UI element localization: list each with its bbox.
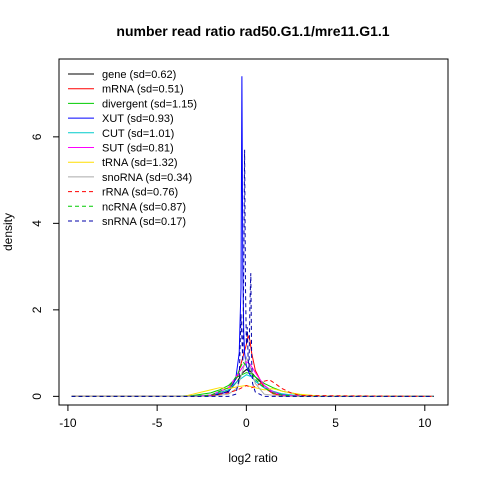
y-tick-label: 0 [30, 393, 44, 400]
plot-frame [58, 58, 449, 406]
legend-entry: SUT (sd=0.81) [102, 143, 174, 155]
legend-entry: CUT (sd=1.01) [102, 128, 174, 140]
legend-entry: rRNA (sd=0.76) [102, 187, 178, 199]
series-line-7 [71, 355, 434, 397]
series-line-10 [71, 149, 434, 397]
legend-entry: XUT (sd=0.93) [102, 113, 174, 125]
y-tick-label: 2 [30, 306, 44, 313]
x-axis-label: log2 ratio [228, 451, 278, 465]
legend-entry: snoRNA (sd=0.34) [102, 172, 192, 184]
x-tick-label: 5 [332, 416, 339, 430]
series-lines [71, 76, 434, 397]
x-tick-label: -10 [59, 416, 77, 430]
y-tick-label: 6 [30, 133, 44, 140]
legend-entry: snRNA (sd=0.17) [102, 216, 186, 228]
series-line-9 [71, 360, 434, 397]
axes: -10 -5 0 5 10 0 2 4 6 [30, 133, 432, 430]
legend-entry: gene (sd=0.62) [102, 69, 176, 81]
x-tick-label: 0 [243, 416, 250, 430]
legend-entry: mRNA (sd=0.51) [102, 84, 184, 96]
x-tick-label: -5 [152, 416, 163, 430]
y-axis-label: density [1, 213, 15, 251]
x-tick-label: 10 [418, 416, 432, 430]
legend-entry: tRNA (sd=1.32) [102, 157, 178, 169]
y-tick-label: 4 [30, 220, 44, 227]
legend-entry: divergent (sd=1.15) [102, 98, 197, 110]
legend: gene (sd=0.62) mRNA (sd=0.51) divergent (s… [68, 69, 197, 228]
chart-title: number read ratio rad50.G1.1/mre11.G1.1 [116, 23, 389, 39]
legend-entry: ncRNA (sd=0.87) [102, 201, 186, 213]
